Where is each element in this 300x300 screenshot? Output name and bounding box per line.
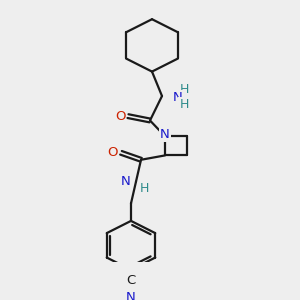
Text: N: N [173, 91, 183, 104]
Text: N: N [121, 175, 131, 188]
Text: C: C [126, 274, 136, 287]
Text: H: H [139, 182, 149, 195]
Text: N: N [160, 128, 170, 141]
Text: O: O [115, 110, 125, 123]
Text: H: H [179, 82, 189, 96]
Text: H: H [179, 98, 189, 111]
Text: O: O [108, 146, 118, 159]
Text: N: N [126, 291, 136, 300]
